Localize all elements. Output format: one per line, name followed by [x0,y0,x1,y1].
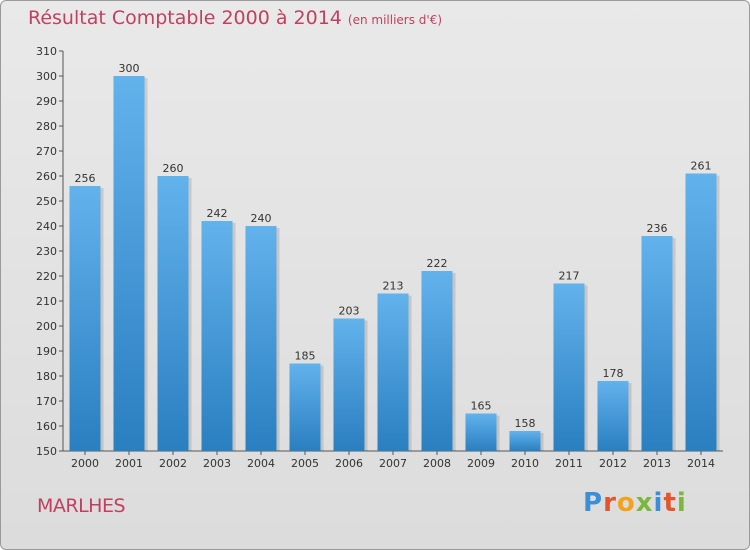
y-tick-label: 230 [36,245,57,258]
x-tick-label: 2013 [643,457,671,470]
bar-value-label: 256 [75,172,96,185]
bar [289,363,321,451]
bar-value-label: 222 [427,257,448,270]
bar-value-label: 213 [383,280,404,293]
bar [465,413,497,451]
bar-value-label: 236 [647,222,668,235]
y-tick-label: 280 [36,120,57,133]
bar-value-label: 300 [119,62,140,75]
y-tick-label: 200 [36,320,57,333]
x-tick-label: 2002 [159,457,187,470]
bar-value-label: 178 [603,367,624,380]
bar-value-label: 242 [207,207,228,220]
y-tick-label: 290 [36,95,57,108]
bar [245,226,277,451]
proxiti-logo[interactable]: Proxiti [583,488,687,518]
logo-letter: r [603,488,617,518]
x-tick-label: 2009 [467,457,495,470]
bar [509,431,541,451]
x-tick-label: 2012 [599,457,627,470]
y-tick-label: 250 [36,195,57,208]
y-tick-label: 260 [36,170,57,183]
bar [685,173,717,451]
y-tick-label: 160 [36,420,57,433]
y-tick-label: 190 [36,345,57,358]
x-tick-label: 2001 [115,457,143,470]
bar-value-label: 203 [339,305,360,318]
bar-value-label: 261 [691,160,712,173]
x-tick-label: 2006 [335,457,363,470]
logo-letter: P [583,488,604,518]
bar [641,236,673,451]
y-tick-label: 300 [36,70,57,83]
logo-letter: i [653,488,664,518]
y-tick-label: 150 [36,445,57,458]
x-tick-label: 2011 [555,457,583,470]
x-tick-label: 2014 [687,457,715,470]
y-tick-label: 240 [36,220,57,233]
bar-value-label: 260 [163,162,184,175]
x-tick-label: 2007 [379,457,407,470]
x-tick-label: 2005 [291,457,319,470]
commune-name: MARLHES [37,495,126,517]
logo-letter: i [676,488,687,518]
x-tick-label: 2010 [511,457,539,470]
chart-title: Résultat Comptable 2000 à 2014 (en millie… [28,7,442,29]
bar [597,381,629,451]
chart-title-text: Résultat Comptable 2000 à 2014 [28,7,342,29]
x-tick-label: 2004 [247,457,275,470]
bar-value-label: 158 [515,417,536,430]
logo-letter: x [635,488,654,518]
y-tick-label: 170 [36,395,57,408]
bar [377,293,409,451]
x-tick-label: 2003 [203,457,231,470]
bar-value-label: 240 [251,212,272,225]
logo-letter: t [663,488,677,518]
bar [69,186,101,451]
y-tick-label: 310 [36,45,57,58]
y-tick-label: 180 [36,370,57,383]
x-tick-label: 2000 [71,457,99,470]
bar [421,271,453,451]
bar [553,283,585,451]
bar [333,318,365,451]
bar [113,76,145,451]
bar-value-label: 165 [471,400,492,413]
x-tick-label: 2008 [423,457,451,470]
logo-letter: o [616,488,636,518]
chart-subtitle: (en milliers d'€) [347,13,443,27]
bars: 256 300 260 242 240 185 203 213 222 165 158 217 178 2… [69,62,720,451]
bar [201,221,233,451]
y-tick-label: 270 [36,145,57,158]
y-tick-label: 210 [36,295,57,308]
y-tick-label: 220 [36,270,57,283]
bar-value-label: 217 [559,270,580,283]
bar [157,176,189,451]
bar-value-label: 185 [295,350,316,363]
